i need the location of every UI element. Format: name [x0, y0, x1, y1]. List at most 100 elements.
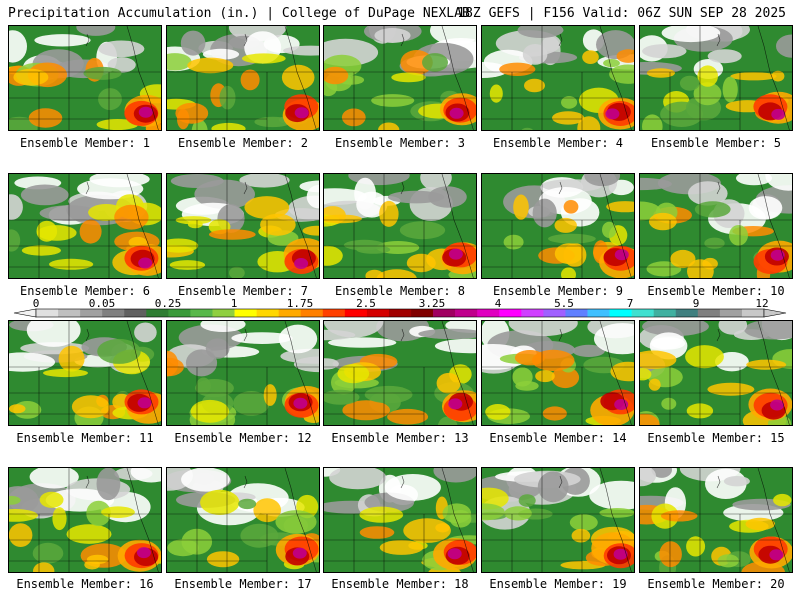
- colorbar-swatch: [499, 309, 522, 317]
- precip-field-map: [640, 174, 792, 278]
- colorbar-swatch: [719, 309, 743, 317]
- colorbar-swatch: [168, 309, 191, 317]
- ensemble-member-label: Ensemble Member: 6: [19, 284, 151, 298]
- ensemble-panel: [323, 25, 477, 131]
- colorbar-swatch: [278, 309, 302, 317]
- colorbar-swatch: [587, 309, 610, 317]
- ensemble-panel: [481, 25, 635, 131]
- precip-field-map: [324, 468, 476, 572]
- colorbar-tick-label: 4: [494, 297, 502, 310]
- ensemble-panel: [639, 173, 793, 279]
- ensemble-member-label: Ensemble Member: 20: [647, 577, 785, 591]
- colorbar-swatch: [653, 309, 677, 317]
- colorbar-swatch: [477, 309, 500, 317]
- colorbar-left-arrow: [13, 308, 37, 318]
- colorbar-swatch: [300, 309, 324, 317]
- ensemble-member-label: Ensemble Member: 8: [334, 284, 466, 298]
- ensemble-panel: [481, 467, 635, 573]
- colorbar-swatch: [565, 309, 588, 317]
- colorbar-tick-label: 5.5: [554, 297, 574, 310]
- precip-field-map: [640, 26, 792, 130]
- colorbar-right-arrow: [763, 308, 787, 318]
- colorbar-swatch: [433, 309, 456, 317]
- precip-field-map: [167, 321, 319, 425]
- ensemble-member-label: Ensemble Member: 16: [16, 577, 154, 591]
- colorbar-swatch: [58, 309, 81, 317]
- colorbar-swatch: [102, 309, 125, 317]
- ensemble-member-label: Ensemble Member: 13: [331, 431, 469, 445]
- precip-field-map: [9, 321, 161, 425]
- ensemble-member-label: Ensemble Member: 1: [19, 136, 151, 150]
- ensemble-member-label: Ensemble Member: 5: [650, 136, 782, 150]
- colorbar-swatch: [675, 309, 699, 317]
- precip-field-map: [167, 174, 319, 278]
- ensemble-panel: [639, 467, 793, 573]
- ensemble-member-label: Ensemble Member: 15: [647, 431, 785, 445]
- ensemble-member-label: Ensemble Member: 2: [177, 136, 309, 150]
- precip-field-map: [640, 321, 792, 425]
- colorbar-swatch: [146, 309, 169, 317]
- ensemble-panel: [8, 173, 162, 279]
- ensemble-member-label: Ensemble Member: 7: [177, 284, 309, 298]
- ensemble-panel: [166, 173, 320, 279]
- colorbar-swatch: [411, 309, 434, 317]
- precip-field-map: [640, 468, 792, 572]
- precip-field-map: [167, 468, 319, 572]
- ensemble-panel: [481, 320, 635, 426]
- colorbar-tick-label: 9: [692, 297, 700, 310]
- colorbar-tick-label: 0.05: [88, 297, 116, 310]
- colorbar-swatch: [36, 309, 59, 317]
- colorbar-swatch: [256, 309, 279, 317]
- colorbar-swatch: [521, 309, 544, 317]
- ensemble-panel: [639, 25, 793, 131]
- colorbar-tick-label: 12: [755, 297, 769, 310]
- precip-field-map: [324, 26, 476, 130]
- ensemble-panel: [166, 320, 320, 426]
- colorbar-swatch: [190, 309, 213, 317]
- colorbar-swatch: [697, 309, 721, 317]
- ensemble-member-label: Ensemble Member: 18: [331, 577, 469, 591]
- precip-field-map: [9, 468, 161, 572]
- ensemble-member-label: Ensemble Member: 3: [334, 136, 466, 150]
- ensemble-panel: [166, 467, 320, 573]
- precip-field-map: [482, 468, 634, 572]
- colorbar-tick-label: 7: [626, 297, 634, 310]
- ensemble-member-label: Ensemble Member: 4: [492, 136, 624, 150]
- colorbar-swatch: [212, 309, 235, 317]
- precip-field-map: [167, 26, 319, 130]
- colorbar-tick-label: 1.75: [286, 297, 314, 310]
- ensemble-panel: [166, 25, 320, 131]
- ensemble-member-label: Ensemble Member: 11: [16, 431, 154, 445]
- colorbar-swatch: [631, 309, 654, 317]
- ensemble-panel: [8, 25, 162, 131]
- colorbar-tick-label: 2.5: [356, 297, 376, 310]
- ensemble-panel: [8, 467, 162, 573]
- colorbar-tick-label: 3.25: [418, 297, 446, 310]
- precip-field-map: [9, 174, 161, 278]
- ensemble-member-label: Ensemble Member: 10: [647, 284, 785, 298]
- precip-field-map: [482, 321, 634, 425]
- colorbar-tick-label: 1: [230, 297, 238, 310]
- colorbar-swatch: [344, 309, 368, 317]
- precip-field-map: [324, 321, 476, 425]
- colorbar-tick-label: 0.25: [154, 297, 182, 310]
- colorbar-swatch: [322, 309, 346, 317]
- ensemble-member-label: Ensemble Member: 12: [174, 431, 312, 445]
- ensemble-panel: [639, 320, 793, 426]
- ensemble-panel: [323, 467, 477, 573]
- colorbar-tick-label: 0: [32, 297, 40, 310]
- ensemble-panel: [323, 320, 477, 426]
- ensemble-panel: [8, 320, 162, 426]
- colorbar-swatch: [80, 309, 103, 317]
- ensemble-panel: [323, 173, 477, 279]
- colorbar-swatch: [455, 309, 478, 317]
- precip-field-map: [9, 26, 161, 130]
- map-title: Precipitation Accumulation (in.) | Colle…: [8, 6, 470, 21]
- colorbar-swatch: [234, 309, 257, 317]
- colorbar-swatch: [388, 309, 412, 317]
- ensemble-member-label: Ensemble Member: 14: [489, 431, 627, 445]
- ensemble-member-label: Ensemble Member: 17: [174, 577, 312, 591]
- colorbar-swatch: [124, 309, 147, 317]
- precip-field-map: [482, 26, 634, 130]
- precip-field-map: [482, 174, 634, 278]
